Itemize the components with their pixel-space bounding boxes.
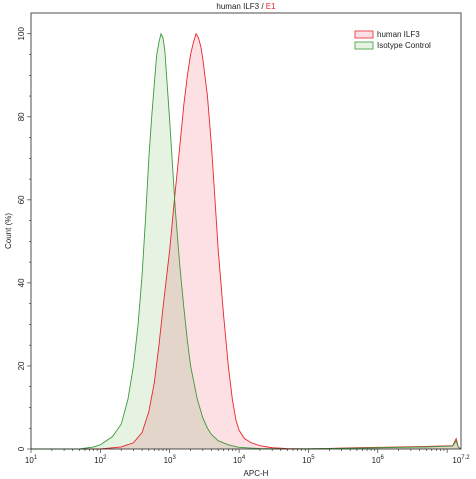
y-tick-label: 0 bbox=[17, 446, 26, 451]
svg-text:human ILF3 / E1: human ILF3 / E1 bbox=[216, 2, 276, 11]
area-fill-isotype-control bbox=[31, 33, 461, 449]
y-tick-label: 60 bbox=[17, 195, 26, 204]
title-separator: / bbox=[259, 2, 266, 11]
axes bbox=[30, 12, 462, 450]
legend-label-isotype-control: Isotype Control bbox=[377, 41, 431, 50]
histogram-areas bbox=[31, 32, 462, 450]
legend: human ILF3 Isotype Control bbox=[354, 30, 431, 50]
series-line-isotype-control bbox=[31, 32, 462, 450]
legend-swatch-isotype-control bbox=[354, 41, 374, 50]
y-axis-label: Count (%) bbox=[4, 213, 13, 249]
y-axis-ticks: 0 20 40 60 80 100 bbox=[17, 27, 31, 451]
title-sample: E1 bbox=[266, 2, 276, 11]
y-tick-label: 100 bbox=[17, 27, 26, 41]
y-tick-label: 40 bbox=[17, 278, 26, 287]
x-tick-label: 106 bbox=[372, 455, 385, 465]
x-tick-label: 105 bbox=[302, 455, 315, 465]
legend-swatch-human-ilf3 bbox=[354, 30, 374, 39]
plot-frame bbox=[30, 12, 462, 450]
title-main: human ILF3 bbox=[216, 2, 259, 11]
x-tick-label: 104 bbox=[233, 455, 246, 465]
legend-label-human-ilf3: human ILF3 bbox=[377, 30, 420, 39]
x-tick-label: 107.2 bbox=[452, 455, 470, 465]
x-axis-ticks: 101 102 103 104 105 106 107.2 bbox=[25, 449, 470, 465]
series-line-human-ilf3 bbox=[31, 32, 462, 450]
y-tick-label: 80 bbox=[17, 112, 26, 121]
chart-title: human ILF3 / E1 bbox=[216, 2, 276, 11]
x-tick-label: 101 bbox=[25, 455, 38, 465]
y-tick-label: 20 bbox=[17, 361, 26, 370]
x-tick-label: 103 bbox=[164, 455, 177, 465]
area-fill-human-ilf3 bbox=[31, 33, 461, 449]
x-axis-label: APC-H bbox=[244, 469, 269, 478]
x-tick-label: 102 bbox=[94, 455, 107, 465]
